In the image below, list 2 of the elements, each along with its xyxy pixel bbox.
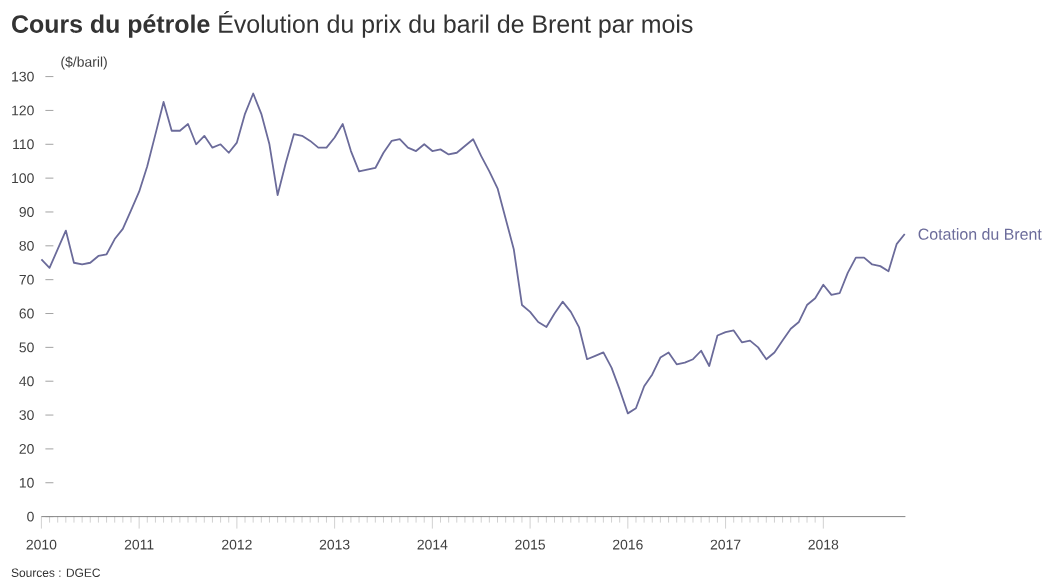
line-series <box>40 92 906 415</box>
chart-title: Cours du pétrole Évolution du prix du baril de Brent par mois <box>12 11 693 38</box>
